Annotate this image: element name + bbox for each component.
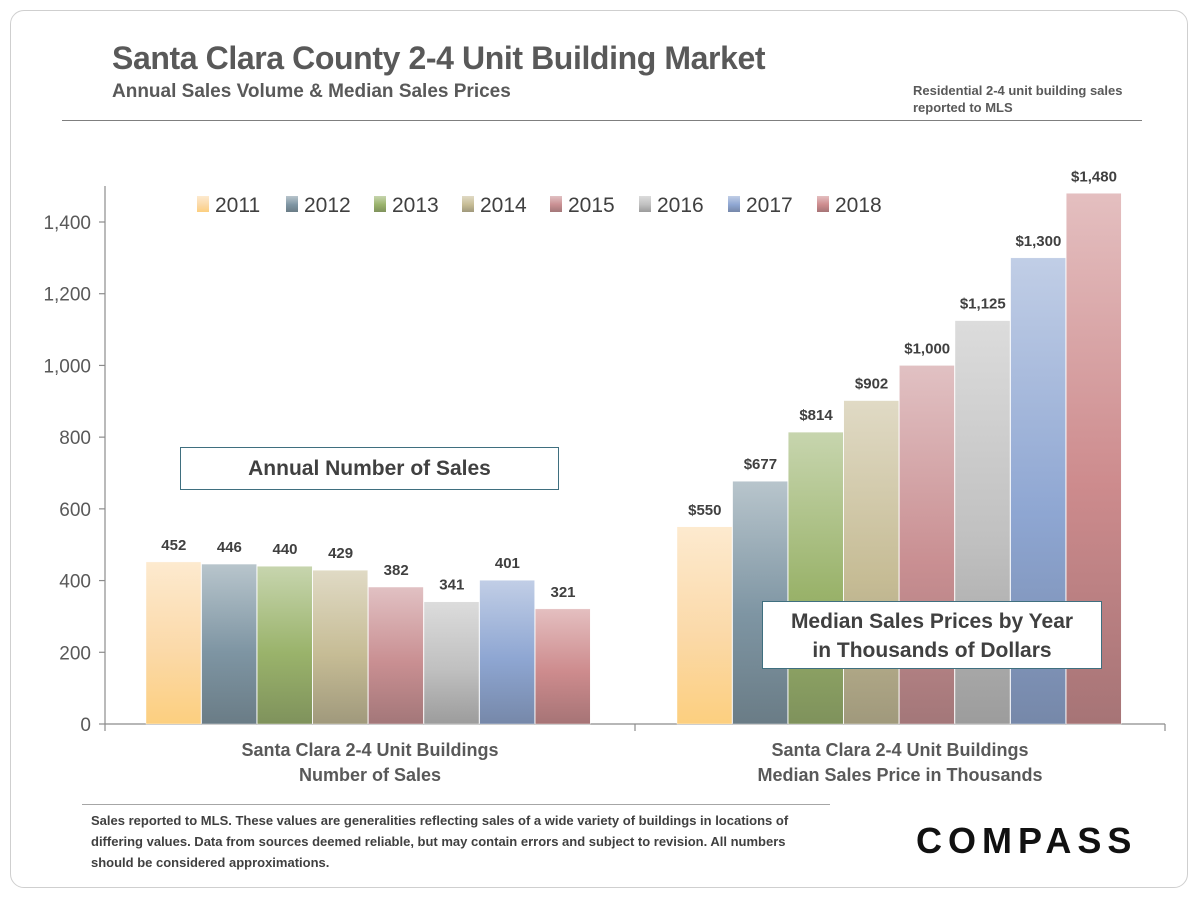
- legend-swatch: [286, 196, 298, 212]
- bar-2018-sales: [535, 608, 591, 725]
- legend-label: 2016: [657, 194, 704, 217]
- bar-2012-sales: [201, 563, 257, 725]
- legend-label: 2017: [746, 194, 793, 217]
- data-label: $1,000: [904, 340, 950, 357]
- y-tick-label: 800: [59, 428, 91, 449]
- legend-swatch: [639, 196, 651, 212]
- data-label: 429: [328, 545, 353, 562]
- sales-annotation-box: Annual Number of Sales: [180, 447, 559, 490]
- legend-item-2013: 2013: [374, 194, 439, 217]
- data-label: $1,480: [1071, 168, 1117, 185]
- legend-swatch: [374, 196, 386, 212]
- y-tick-label: 600: [59, 500, 91, 521]
- legend-item-2018: 2018: [817, 194, 882, 217]
- compass-logo: COMPASS: [916, 820, 1138, 861]
- y-tick-label: 1,200: [43, 285, 91, 306]
- legend-item-2015: 2015: [550, 194, 615, 217]
- legend-swatch: [462, 196, 474, 212]
- y-tick-label: 1,000: [43, 356, 91, 377]
- legend-swatch: [728, 196, 740, 212]
- legend-label: 2013: [392, 194, 439, 217]
- x-category-label: Santa Clara 2-4 Unit Buildings: [241, 740, 498, 760]
- legend-swatch: [550, 196, 562, 212]
- legend-label: 2015: [568, 194, 615, 217]
- source-note: Residential 2-4 unit building sales repo…: [913, 83, 1123, 115]
- legend-label: 2011: [215, 194, 260, 217]
- prices-annotation-box: Median Sales Prices by Year in Thousands…: [762, 601, 1102, 669]
- bar-2011-sales: [145, 561, 202, 725]
- data-label: $550: [688, 502, 721, 519]
- bar-2015-price: [899, 365, 955, 725]
- data-label: 401: [495, 555, 520, 572]
- y-tick-label: 200: [59, 643, 91, 664]
- bar-2014-price: [843, 400, 899, 725]
- chart-axes: 0 200 400 600 800 1,000 1,200 1,400 Santa Clara …: [43, 186, 1166, 785]
- bar-2011-price: [676, 526, 733, 725]
- legend-item-2011: 2011: [197, 194, 260, 217]
- x-category-label: Median Sales Price in Thousands: [757, 765, 1042, 785]
- legend-item-2014: 2014: [462, 194, 527, 217]
- data-label: 341: [439, 577, 464, 594]
- legend-swatch: [817, 196, 829, 212]
- disclaimer-text: Sales reported to MLS. These values are …: [91, 813, 789, 870]
- legend-item-2012: 2012: [286, 194, 351, 217]
- data-label: $1,125: [960, 296, 1006, 313]
- data-label: 382: [384, 562, 409, 579]
- bar-2016-sales: [423, 601, 480, 725]
- data-label: 321: [550, 584, 575, 601]
- bar-2015-sales: [368, 586, 424, 725]
- prices-annotation-line2: in Thousands of Dollars: [812, 639, 1052, 662]
- data-label: 446: [217, 539, 242, 556]
- legend-label: 2012: [304, 194, 351, 217]
- bar-2017-sales: [479, 580, 535, 725]
- chart-subtitle: Annual Sales Volume & Median Sales Price…: [112, 81, 511, 102]
- slide-frame: [10, 10, 1188, 888]
- legend-label: 2018: [835, 194, 882, 217]
- bar-2014-sales: [312, 569, 368, 725]
- data-label: $677: [744, 456, 777, 473]
- bar-2013-sales: [257, 566, 313, 725]
- data-label: 452: [161, 537, 186, 554]
- x-category-label: Santa Clara 2-4 Unit Buildings: [771, 740, 1028, 760]
- prices-annotation-line1: Median Sales Prices by Year: [790, 610, 1074, 633]
- x-category-label: Number of Sales: [299, 765, 441, 785]
- chart-title: Santa Clara County 2-4 Unit Building Mar…: [112, 40, 766, 76]
- data-label: $814: [799, 407, 833, 424]
- y-tick-label: 0: [80, 715, 91, 736]
- chart-data-labels: 452 $550 446 $677 440 $814 429 $902 382 $1,000 341…: [161, 168, 1117, 601]
- footer-divider: [82, 804, 830, 805]
- bar-2013-price: [788, 431, 844, 725]
- data-label: $902: [855, 376, 888, 393]
- chart-legend: 2011 2012 2013 2014 2015 2016 2017 2018: [197, 194, 882, 217]
- legend-swatch: [197, 196, 209, 212]
- data-label: 440: [272, 541, 297, 558]
- data-label: $1,300: [1015, 233, 1061, 250]
- legend-item-2016: 2016: [639, 194, 704, 217]
- y-tick-label: 400: [59, 572, 91, 593]
- legend-item-2017: 2017: [728, 194, 793, 217]
- legend-label: 2014: [480, 194, 527, 217]
- header-divider: [62, 120, 1142, 121]
- y-tick-label: 1,400: [43, 213, 91, 234]
